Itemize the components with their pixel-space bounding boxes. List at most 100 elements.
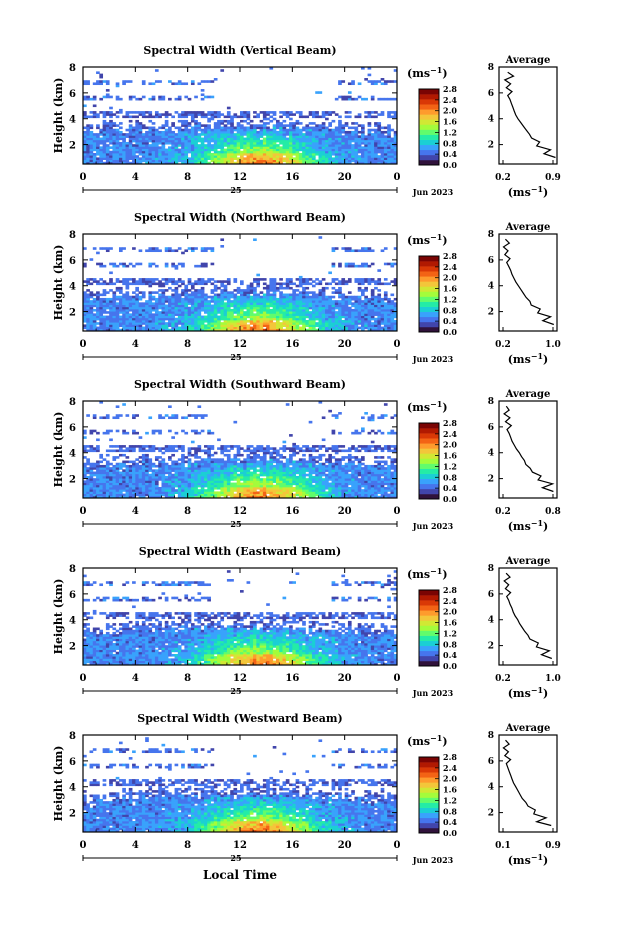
heatmap-cell: [96, 445, 100, 448]
heatmap-cell: [223, 284, 228, 288]
heatmap-cell: [86, 280, 90, 283]
heatmap-cell: [102, 280, 107, 283]
heatmap-cell: [341, 300, 346, 303]
heatmap-cell: [230, 311, 234, 314]
heatmap-cell: [138, 137, 143, 141]
heatmap-cell: [164, 414, 169, 417]
heatmap-cell: [168, 135, 172, 138]
heatmap-cell: [374, 302, 378, 305]
panels: Spectral Width (Vertical Beam)2468Height…: [52, 44, 561, 867]
heatmap-cell: [213, 295, 218, 299]
heatmap-cell: [383, 322, 388, 325]
heatmap-cell: [338, 302, 342, 305]
heatmap-cell: [86, 315, 90, 319]
heatmap-cell: [184, 326, 189, 330]
heatmap-cell: [354, 306, 359, 310]
heatmap-cell: [236, 319, 241, 323]
heatmap-cell: [187, 453, 192, 457]
heatmap-cell: [168, 464, 172, 468]
heatmap-cell: [151, 82, 156, 86]
heatmap-cell: [272, 300, 277, 303]
heatmap-cell: [154, 159, 159, 163]
heatmap-cell: [331, 328, 336, 332]
heatmap-cell: [89, 482, 94, 486]
heatmap-cell: [282, 150, 287, 154]
heatmap-cell: [92, 328, 97, 332]
heatmap-cell: [197, 414, 202, 417]
profile-y-tick-label: 8: [488, 230, 494, 240]
heatmap-cell: [181, 251, 185, 255]
heatmap-cell: [256, 113, 261, 116]
heatmap-cell: [190, 80, 195, 83]
heatmap-cell: [86, 302, 90, 305]
heatmap-cell: [354, 137, 359, 141]
heatmap-cell: [109, 262, 113, 266]
heatmap-cell: [233, 278, 238, 281]
heatmap-cell: [194, 486, 198, 490]
colorbar-segment: [419, 149, 439, 156]
heatmap-cell: [138, 150, 143, 154]
heatmap-cell: [158, 297, 162, 301]
heatmap-cell: [115, 137, 120, 141]
heatmap-cell: [148, 280, 153, 283]
heatmap-cell: [194, 414, 198, 417]
heatmap-cell: [135, 480, 139, 483]
heatmap-cell: [207, 471, 211, 475]
heatmap-cell: [194, 491, 198, 494]
colorbar-segment: [419, 266, 439, 272]
heatmap-cell: [122, 247, 126, 250]
heatmap-cell: [325, 157, 329, 160]
heatmap-cell: [200, 471, 205, 475]
heatmap-cell: [187, 315, 192, 319]
heatmap-cell: [298, 317, 303, 321]
heatmap-cell: [112, 480, 117, 483]
heatmap-cell: [171, 478, 175, 481]
heatmap-cell: [351, 328, 355, 332]
heatmap-cell: [105, 482, 110, 486]
heatmap-cell: [334, 282, 339, 286]
heatmap-cell: [105, 111, 110, 114]
heatmap-cell: [105, 122, 110, 125]
heatmap-cell: [305, 137, 310, 141]
heatmap-cell: [197, 480, 202, 483]
heatmap-cell: [318, 308, 323, 312]
heatmap-cell: [341, 278, 346, 281]
heatmap-cell: [393, 161, 398, 165]
heatmap-cell: [383, 82, 388, 86]
heatmap-cell: [282, 286, 287, 290]
heatmap-cell: [387, 302, 391, 305]
heatmap-cell: [122, 282, 126, 286]
heatmap-cell: [269, 146, 274, 149]
heatmap-cell: [334, 247, 339, 250]
heatmap-cell: [308, 159, 313, 163]
heatmap-cell: [145, 161, 149, 165]
heatmap-cell: [122, 144, 126, 147]
heatmap-cell: [344, 313, 349, 316]
heatmap-cell: [190, 464, 195, 468]
heatmap-cell: [315, 146, 319, 149]
heatmap-cell: [266, 155, 270, 158]
heatmap-cell: [341, 306, 346, 310]
heatmap-cell: [374, 130, 378, 134]
heatmap-cell: [141, 306, 146, 310]
heatmap-cell: [125, 141, 130, 145]
heatmap-cell: [177, 82, 182, 86]
heatmap-cell: [361, 155, 365, 158]
heatmap-cell: [105, 319, 110, 323]
heatmap-cell: [217, 111, 221, 114]
heatmap-cell: [112, 493, 117, 497]
heatmap-cell: [295, 302, 300, 305]
heatmap-cell: [292, 152, 296, 156]
heatmap-cell: [380, 130, 385, 134]
heatmap-cell: [272, 161, 277, 165]
heatmap-cell: [341, 150, 346, 154]
heatmap-cell: [145, 152, 149, 156]
heatmap-cell: [184, 484, 189, 488]
heatmap-cell: [344, 130, 349, 134]
heatmap-cell: [158, 449, 162, 453]
heatmap-cell: [194, 152, 198, 156]
heatmap-cell: [210, 113, 215, 116]
heatmap-cell: [256, 300, 261, 303]
heatmap-cell: [122, 449, 126, 453]
heatmap-cell: [230, 328, 234, 332]
